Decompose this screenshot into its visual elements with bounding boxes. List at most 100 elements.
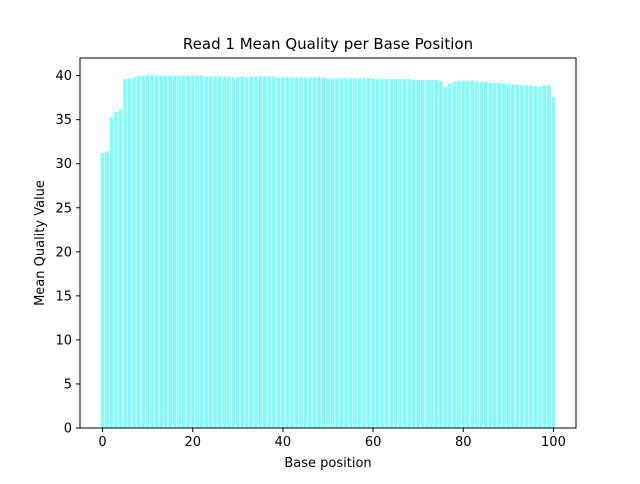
bar — [317, 77, 321, 428]
bar — [285, 77, 290, 428]
bar — [547, 85, 551, 428]
bar — [344, 78, 348, 428]
bar — [493, 82, 497, 429]
bar — [263, 76, 267, 428]
bar — [276, 77, 281, 428]
bar — [411, 80, 416, 429]
bar — [154, 75, 159, 429]
bar — [258, 76, 263, 428]
bar — [294, 77, 299, 428]
bar — [100, 153, 105, 428]
bar — [195, 75, 200, 429]
bar — [127, 78, 132, 428]
bar — [330, 78, 335, 428]
y-tick-label: 10 — [55, 333, 72, 348]
bar — [267, 76, 272, 428]
bar — [118, 109, 123, 428]
bar — [217, 76, 222, 428]
bar — [520, 85, 524, 428]
bar — [254, 76, 258, 428]
bar — [371, 78, 375, 428]
bar — [452, 81, 457, 428]
bar — [326, 78, 330, 428]
bar — [502, 83, 506, 429]
bar — [479, 81, 484, 428]
x-tick-label: 40 — [275, 435, 292, 450]
bar — [190, 75, 195, 429]
bar — [465, 80, 470, 429]
bar — [231, 77, 236, 428]
bar — [213, 76, 218, 428]
bar — [168, 75, 172, 429]
bar — [402, 79, 407, 428]
bar — [303, 77, 308, 428]
bar — [339, 78, 344, 428]
y-tick-label: 0 — [64, 422, 72, 437]
bar — [398, 79, 402, 428]
bar — [542, 85, 547, 428]
bar — [186, 75, 191, 429]
bar — [551, 96, 556, 428]
bar — [488, 82, 493, 429]
bar — [470, 80, 475, 429]
bar — [123, 79, 127, 428]
bar — [447, 83, 452, 429]
bar — [438, 80, 443, 429]
x-tick-label: 100 — [541, 435, 566, 450]
y-tick-label: 25 — [55, 201, 72, 216]
bar — [222, 76, 227, 428]
bar — [172, 75, 177, 429]
bar — [132, 77, 136, 428]
x-axis-ticks: 0 20 40 60 80 100 — [98, 428, 566, 450]
bar — [384, 79, 389, 428]
bar — [366, 78, 371, 428]
bar — [227, 76, 231, 428]
bar — [407, 79, 411, 428]
bar — [299, 77, 303, 428]
bar — [308, 77, 312, 428]
bar — [434, 80, 439, 429]
bar — [497, 82, 502, 429]
bar — [335, 78, 339, 428]
y-tick-label: 35 — [55, 113, 72, 128]
bar — [109, 117, 114, 429]
bar — [511, 84, 515, 429]
bar — [353, 78, 357, 428]
bar — [416, 80, 420, 429]
bar — [245, 77, 249, 428]
bar — [163, 75, 168, 429]
bar — [240, 76, 245, 428]
y-tick-label: 5 — [64, 377, 72, 392]
bar — [236, 77, 240, 428]
bar — [199, 75, 204, 429]
bar — [506, 83, 511, 429]
bar — [348, 78, 353, 428]
bar — [484, 81, 488, 428]
bar — [281, 77, 285, 428]
bar — [443, 87, 448, 428]
bar — [425, 80, 430, 429]
axes-frame — [79, 57, 577, 429]
y-tick-label: 30 — [55, 157, 72, 172]
chart-title: Read 1 Mean Quality per Base Position — [183, 35, 473, 53]
x-axis-label: Base position — [284, 456, 371, 471]
x-tick-label: 0 — [98, 435, 106, 450]
bar — [272, 76, 276, 428]
x-tick-label: 80 — [455, 435, 472, 450]
bar — [141, 75, 145, 429]
bar — [538, 87, 542, 428]
bar — [362, 78, 366, 428]
bar — [357, 78, 362, 428]
bar — [456, 80, 461, 429]
bar — [312, 77, 317, 428]
bar — [150, 74, 154, 429]
bar — [461, 80, 466, 429]
bar — [429, 80, 434, 429]
y-axis-label: Mean Quality Value — [33, 180, 48, 306]
bar — [208, 76, 213, 428]
bar — [475, 81, 479, 428]
bar — [389, 79, 393, 428]
bar — [136, 75, 141, 429]
